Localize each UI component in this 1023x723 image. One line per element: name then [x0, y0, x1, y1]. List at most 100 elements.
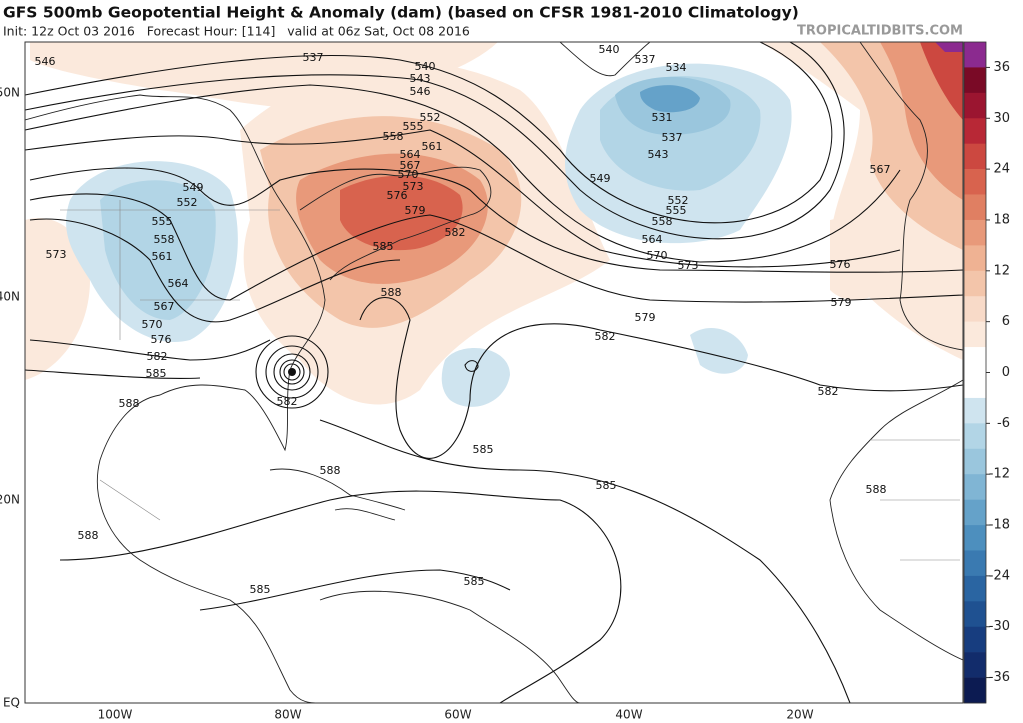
colorbar-segment — [964, 118, 986, 144]
colorbar-segment — [964, 448, 986, 475]
contour-label: 582 — [818, 385, 839, 398]
contour-label: 558 — [383, 130, 404, 143]
lon-label: 100W — [98, 708, 133, 722]
lat-label: 50N — [0, 86, 20, 100]
colorbar-segment — [964, 347, 986, 373]
colorbar-segment — [964, 677, 986, 704]
contour-label: 537 — [303, 51, 324, 64]
colorbar-tick-label: 36 — [993, 60, 1010, 75]
colorbar-segment — [964, 245, 986, 272]
colorbar-segment — [964, 143, 986, 170]
contour-label: 582 — [595, 330, 616, 343]
colorbar-segment — [964, 525, 986, 551]
subtitle: Init: 12z Oct 03 2016 Forecast Hour: [11… — [3, 24, 470, 39]
colorbar-tick-label: 6 — [1002, 314, 1010, 329]
colorbar-segment — [964, 321, 986, 348]
contour-label: 570 — [647, 249, 668, 262]
contour-label: 549 — [183, 181, 204, 194]
contour-label: 567 — [400, 159, 421, 172]
contour-label: 543 — [410, 72, 431, 85]
contour-label: 546 — [35, 55, 56, 68]
colorbar-segment — [964, 67, 986, 94]
contour-label: 579 — [831, 296, 852, 309]
contour-label: 588 — [381, 286, 402, 299]
colorbar-tick-label: 12 — [993, 263, 1010, 278]
colorbar-segment — [964, 575, 986, 602]
contour-label: 534 — [666, 61, 687, 74]
hurricane-contours — [255, 335, 329, 409]
contour-label: 570 — [398, 168, 419, 181]
lon-label: 40W — [615, 708, 642, 722]
lon-label: 60W — [444, 708, 471, 722]
contour-label: 573 — [403, 180, 424, 193]
contour-label: 561 — [152, 250, 173, 263]
contour-label: 540 — [599, 43, 620, 56]
title: GFS 500mb Geopotential Height & Anomaly … — [3, 4, 799, 22]
contour-label: 579 — [635, 311, 656, 324]
lon-label: 20W — [786, 708, 813, 722]
colorbar-segment — [964, 474, 986, 500]
colorbar-segment — [964, 194, 986, 221]
colorbar-segment — [964, 372, 986, 399]
colorbar-tick-label: -6 — [997, 416, 1010, 431]
contour-label: 537 — [662, 131, 683, 144]
colorbar-tick-label: -24 — [989, 568, 1010, 583]
contour-label: 573 — [678, 259, 699, 272]
colorbar-tick-label: 24 — [993, 162, 1010, 177]
contour-label: 567 — [870, 163, 891, 176]
colorbar-segment — [964, 219, 986, 246]
colorbar-segment — [964, 652, 986, 678]
contour-label: 564 — [400, 148, 421, 161]
contour-label: 576 — [387, 189, 408, 202]
contour-label: 573 — [46, 248, 67, 261]
colorbar-tick-label: 0 — [1002, 365, 1010, 380]
colorbar-tick-label: 30 — [993, 111, 1010, 126]
contour-label: 582 — [445, 226, 466, 239]
lat-label: EQ — [3, 696, 20, 710]
contour-label: 537 — [635, 53, 656, 66]
contour-label: 558 — [154, 233, 175, 246]
contour-label: 567 — [154, 300, 175, 313]
contour-label: 579 — [405, 204, 426, 217]
colorbar-tick-label: -18 — [989, 518, 1010, 533]
lat-label: 40N — [0, 290, 20, 304]
contour-label: 588 — [119, 397, 140, 410]
contour-label: 555 — [666, 204, 687, 217]
contour-label: 588 — [78, 529, 99, 542]
colorbar-tick-label: -12 — [989, 467, 1010, 482]
contour-label: 543 — [648, 148, 669, 161]
contour-label: 552 — [668, 194, 689, 207]
contour-label: 576 — [830, 258, 851, 271]
contour-label: 585 — [146, 367, 167, 380]
lat-label: 20N — [0, 493, 20, 507]
colorbar-segment — [964, 550, 986, 577]
colorbar-segment — [964, 169, 986, 195]
contour-label: 540 — [415, 60, 436, 73]
contour-label: 561 — [422, 140, 443, 153]
colorbar-segment — [964, 397, 986, 424]
colorbar-segment — [964, 601, 986, 628]
colorbar-tick-label: 18 — [993, 212, 1010, 227]
colorbar-segment — [964, 42, 986, 68]
colorbar-tick-label: -36 — [989, 670, 1010, 685]
colorbar-segment — [964, 296, 986, 322]
contour-label: 585 — [473, 443, 494, 456]
contour-label: 585 — [464, 575, 485, 588]
colorbar-segment — [964, 626, 986, 653]
colorbar-segment — [964, 270, 986, 297]
colorbar-segment — [964, 423, 986, 450]
colorbar-tick-label: -30 — [989, 619, 1010, 634]
contour-label: 552 — [177, 196, 198, 209]
contour-label: 585 — [596, 479, 617, 492]
contour-label: 558 — [652, 215, 673, 228]
contour-label: 552 — [420, 111, 441, 124]
contour-label: 555 — [403, 120, 424, 133]
contour-label: 588 — [320, 464, 341, 477]
contour-label: 582 — [147, 350, 168, 363]
contour-label: 546 — [410, 85, 431, 98]
contour-label: 531 — [652, 111, 673, 124]
colorbar-segment — [964, 499, 986, 526]
watermark: TROPICALTIDBITS.COM — [797, 24, 963, 39]
contour-label: 576 — [151, 333, 172, 346]
